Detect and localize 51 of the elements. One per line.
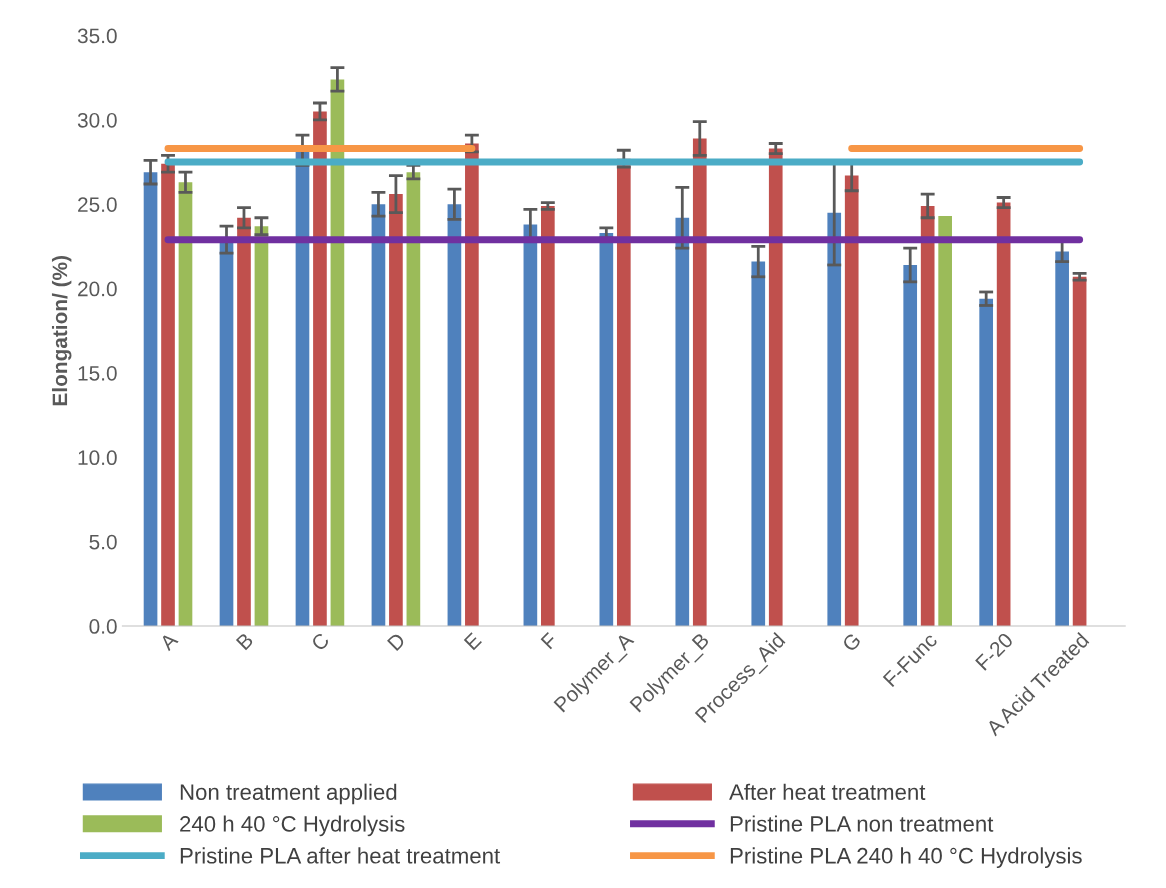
bar bbox=[751, 261, 766, 627]
bar bbox=[844, 175, 859, 627]
legend-label: Pristine PLA non treatment bbox=[730, 815, 994, 832]
bar bbox=[979, 298, 994, 627]
bar bbox=[938, 216, 952, 627]
y-tick-label: 25.0 bbox=[78, 197, 117, 212]
bar bbox=[237, 217, 251, 627]
legend-label: Pristine PLA 240 h 40 °C Hydrolysis bbox=[730, 847, 1082, 868]
bar bbox=[371, 204, 386, 627]
legend-label: Non treatment applied bbox=[180, 783, 397, 805]
x-tick-label: D bbox=[387, 632, 406, 652]
x-tick-label: C bbox=[310, 631, 331, 652]
bar bbox=[996, 202, 1011, 627]
x-tick-label: E bbox=[463, 632, 482, 651]
x-tick-label: B bbox=[235, 632, 254, 651]
bar bbox=[389, 194, 403, 627]
legend-label: Pristine PLA after heat treatment bbox=[180, 847, 501, 864]
bar bbox=[161, 163, 175, 627]
legend-label: 240 h 40 °C Hydrolysis bbox=[180, 815, 405, 837]
x-tick-label: A bbox=[158, 631, 179, 652]
bar bbox=[178, 182, 193, 627]
bar bbox=[254, 226, 269, 627]
y-tick-label: 35.0 bbox=[77, 28, 117, 44]
bar bbox=[465, 143, 479, 627]
bar bbox=[295, 150, 310, 627]
bar bbox=[406, 172, 421, 627]
y-axis-title: Elongation/ (%) bbox=[51, 256, 72, 406]
bar bbox=[447, 204, 462, 627]
bar bbox=[1072, 276, 1087, 627]
legend-label: After heat treatment bbox=[729, 783, 926, 800]
bar bbox=[827, 212, 842, 627]
y-tick-label: 20.0 bbox=[78, 281, 117, 297]
bar bbox=[692, 138, 707, 627]
y-tick-label: 15.0 bbox=[78, 365, 117, 381]
bar bbox=[1055, 251, 1069, 627]
bar bbox=[920, 205, 935, 627]
x-tick-label: F bbox=[540, 632, 558, 650]
bar bbox=[903, 264, 918, 627]
bar bbox=[313, 111, 327, 627]
bar bbox=[541, 205, 555, 627]
y-tick-label: 5.0 bbox=[89, 534, 117, 550]
bar bbox=[599, 232, 614, 627]
y-tick-label: 0.0 bbox=[89, 619, 117, 634]
bar bbox=[143, 172, 158, 627]
bar bbox=[523, 224, 538, 627]
bar bbox=[675, 217, 690, 627]
y-tick-label: 30.0 bbox=[77, 112, 117, 128]
bar bbox=[330, 79, 345, 627]
bar bbox=[768, 148, 783, 627]
x-tick-label: G bbox=[841, 632, 862, 653]
y-tick-label: 10.0 bbox=[78, 450, 117, 466]
